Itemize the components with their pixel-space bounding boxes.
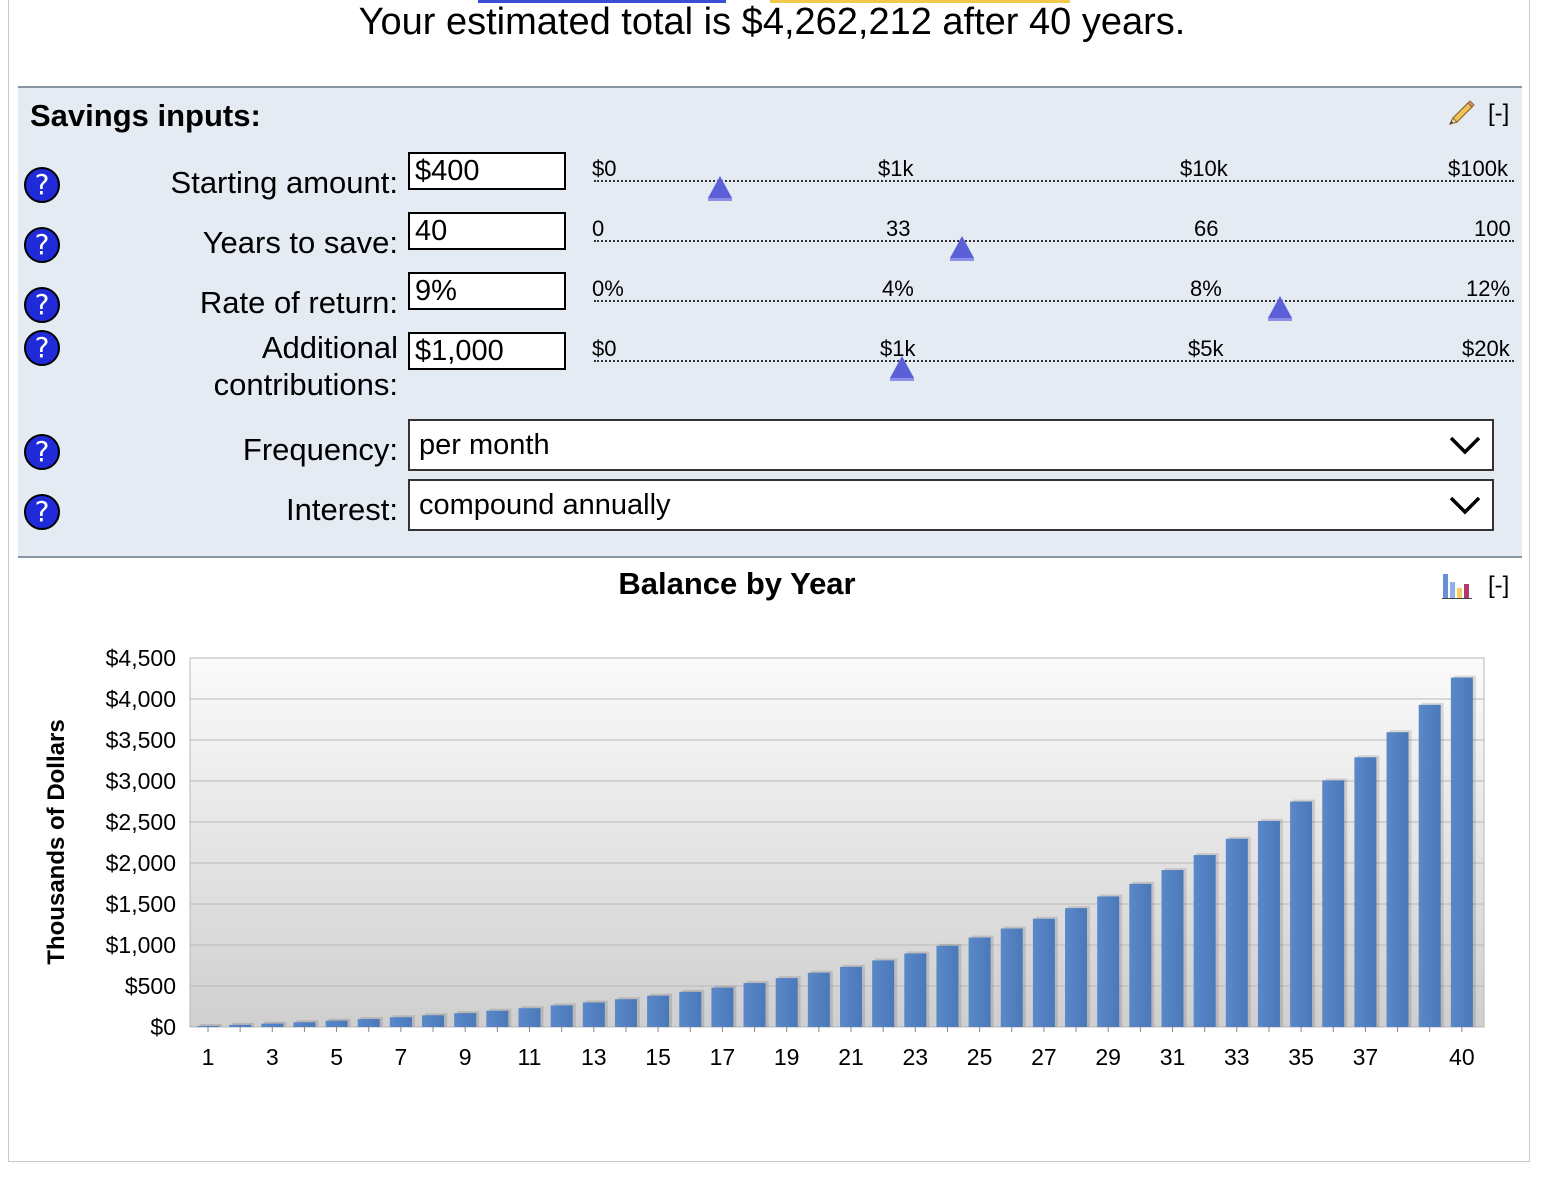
contributions-slider-track[interactable] [594, 360, 1514, 362]
chart-title: Balance by Year [618, 566, 856, 601]
years-label: Years to save: [202, 225, 398, 260]
contributions-label-line2: contributions: [213, 367, 398, 402]
slider-tick: 33 [886, 216, 911, 241]
result-headline: Your estimated total is $4,262,212 after… [358, 1, 1186, 43]
slider-tick: 0 [592, 216, 605, 241]
app-frame [8, 0, 1530, 1162]
slider-thumb-base [1268, 318, 1292, 321]
slider-tick: $1k [878, 156, 914, 181]
slider-tick: 4% [882, 276, 914, 301]
contributions-slider-thumb[interactable] [890, 356, 914, 378]
interest-select[interactable]: compound annually [408, 479, 1494, 531]
frequency-label: Frequency: [242, 432, 398, 467]
starting-amount-slider-thumb[interactable] [708, 176, 732, 198]
chevron-down-icon [1449, 436, 1481, 455]
rate-slider-thumb[interactable] [1268, 296, 1292, 318]
help-contributions-icon[interactable]: ? [24, 330, 60, 366]
headline-underline-blue [478, 0, 726, 3]
frequency-selected-value: per month [419, 429, 550, 461]
help-starting-amount-icon[interactable]: ? [24, 167, 60, 203]
rate-slider-track[interactable] [594, 300, 1514, 302]
slider-tick: $10k [1180, 156, 1228, 181]
interest-label: Interest: [286, 492, 398, 527]
chart-collapse-toggle[interactable]: [-] [1488, 572, 1510, 599]
years-input[interactable]: 40 [408, 212, 566, 250]
headline-underline-yellow [770, 0, 1070, 3]
help-rate-icon[interactable]: ? [24, 287, 60, 323]
slider-tick: 0% [592, 276, 624, 301]
chart-type-icon[interactable] [1442, 572, 1482, 600]
starting-amount-slider-track[interactable] [594, 180, 1514, 182]
slider-tick: $0 [592, 156, 617, 181]
starting-amount-label: Starting amount: [170, 165, 398, 200]
inputs-collapse-toggle[interactable]: [-] [1488, 100, 1510, 127]
slider-tick: $100k [1448, 156, 1508, 181]
slider-tick: $20k [1462, 336, 1510, 361]
slider-tick: 66 [1194, 216, 1219, 241]
help-frequency-icon[interactable]: ? [24, 434, 60, 470]
slider-tick: 8% [1190, 276, 1222, 301]
chevron-down-icon [1449, 496, 1481, 515]
slider-tick: $0 [592, 336, 617, 361]
rate-input[interactable]: 9% [408, 272, 566, 310]
slider-thumb-base [890, 378, 914, 381]
slider-tick: 12% [1466, 276, 1511, 301]
years-slider-thumb[interactable] [950, 236, 974, 258]
slider-tick: $5k [1188, 336, 1224, 361]
contributions-label-line1: Additional [261, 330, 398, 365]
slider-tick: 100 [1474, 216, 1511, 241]
help-years-icon[interactable]: ? [24, 227, 60, 263]
years-slider-track[interactable] [594, 240, 1514, 242]
interest-selected-value: compound annually [419, 489, 671, 521]
starting-amount-input[interactable]: $400 [408, 152, 566, 190]
contributions-input[interactable]: $1,000 [408, 332, 566, 370]
slider-thumb-base [950, 258, 974, 261]
help-interest-icon[interactable]: ? [24, 494, 60, 530]
panel-title: Savings inputs: [30, 98, 261, 133]
slider-thumb-base [708, 198, 732, 201]
edit-pencil-icon[interactable] [1444, 98, 1476, 130]
frequency-select[interactable]: per month [408, 419, 1494, 471]
rate-label: Rate of return: [199, 285, 398, 320]
